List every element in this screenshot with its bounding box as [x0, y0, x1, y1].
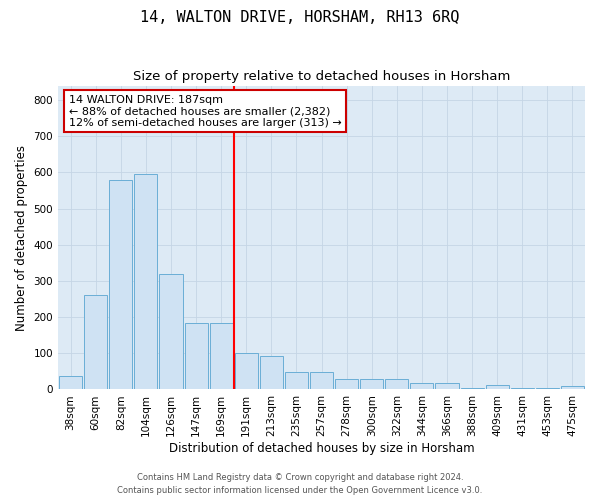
Bar — [260, 356, 283, 390]
Bar — [536, 388, 559, 390]
Bar — [160, 274, 182, 390]
Bar — [436, 383, 458, 390]
Bar — [511, 388, 534, 390]
Bar — [59, 376, 82, 390]
Bar — [561, 386, 584, 390]
Bar — [109, 180, 133, 390]
X-axis label: Distribution of detached houses by size in Horsham: Distribution of detached houses by size … — [169, 442, 475, 455]
Bar — [84, 296, 107, 390]
Y-axis label: Number of detached properties: Number of detached properties — [15, 144, 28, 330]
Bar — [310, 372, 333, 390]
Bar — [285, 372, 308, 390]
Bar — [485, 385, 509, 390]
Bar — [335, 380, 358, 390]
Text: 14 WALTON DRIVE: 187sqm
← 88% of detached houses are smaller (2,382)
12% of semi: 14 WALTON DRIVE: 187sqm ← 88% of detache… — [68, 94, 341, 128]
Bar — [410, 383, 433, 390]
Title: Size of property relative to detached houses in Horsham: Size of property relative to detached ho… — [133, 70, 510, 83]
Bar — [360, 380, 383, 390]
Bar — [209, 322, 233, 390]
Text: Contains HM Land Registry data © Crown copyright and database right 2024.
Contai: Contains HM Land Registry data © Crown c… — [118, 474, 482, 495]
Bar — [134, 174, 157, 390]
Bar — [385, 380, 409, 390]
Bar — [235, 354, 258, 390]
Text: 14, WALTON DRIVE, HORSHAM, RH13 6RQ: 14, WALTON DRIVE, HORSHAM, RH13 6RQ — [140, 10, 460, 25]
Bar — [461, 388, 484, 390]
Bar — [185, 322, 208, 390]
